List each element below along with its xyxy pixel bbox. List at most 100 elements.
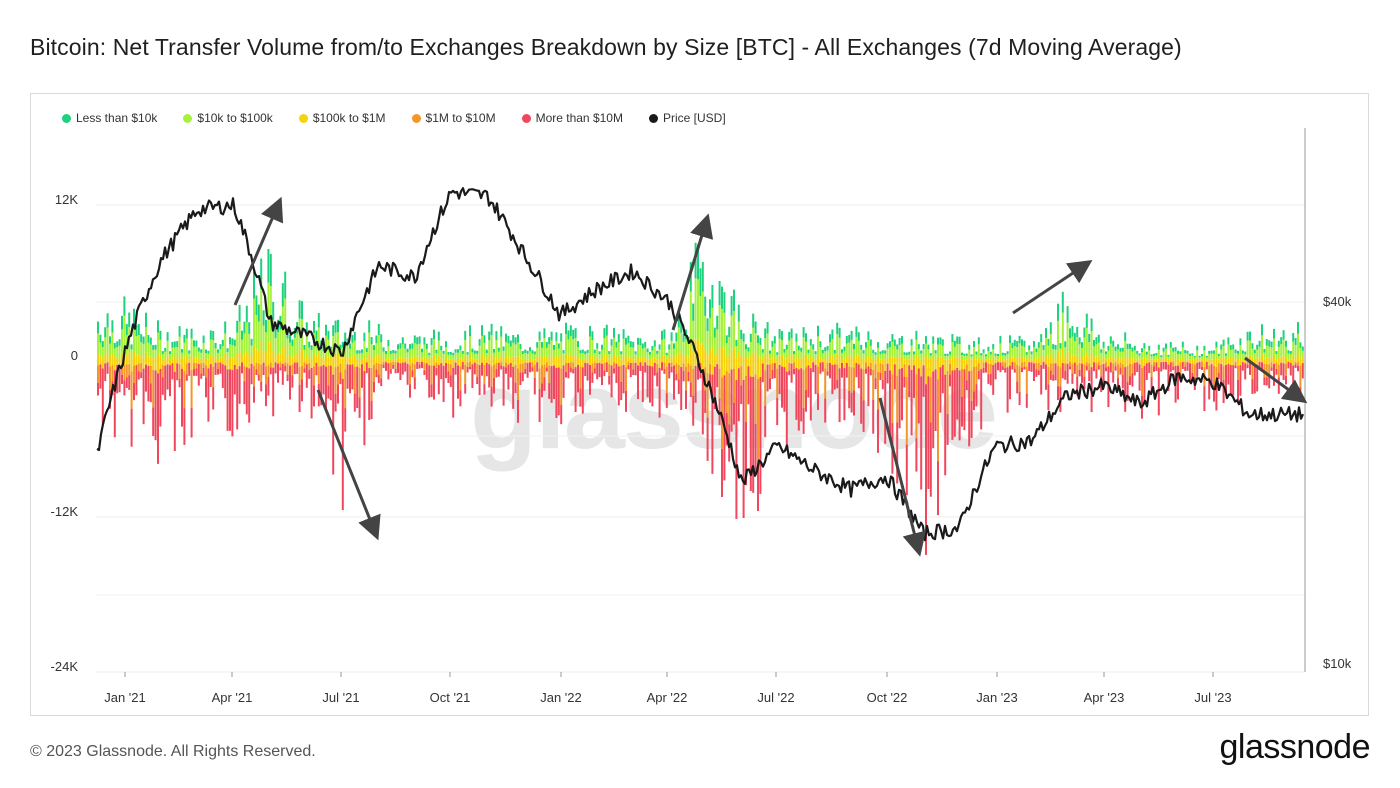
bar-pos-10k-100k <box>1073 341 1076 356</box>
bar-pos-100k-1m <box>533 359 536 361</box>
bar-pos-100k-1m <box>1119 358 1122 361</box>
bar-neg-1m-10m <box>1025 366 1028 394</box>
bar-neg-more-10m <box>457 365 459 399</box>
bar-pos-less-10k <box>949 351 951 355</box>
bar-neg-more-10m <box>245 367 248 415</box>
bar-pos-100k-1m <box>445 357 447 361</box>
bar-neg-more-10m <box>622 364 625 394</box>
bar-pos-less-10k <box>757 335 759 344</box>
bar-neg-more-10m <box>423 370 426 375</box>
bar-neg-100k-1m <box>577 361 579 365</box>
bar-neg-100k-1m <box>341 361 344 379</box>
bar-pos-less-10k <box>793 351 795 355</box>
bar-neg-more-10m <box>433 365 435 400</box>
bar-neg-more-10m <box>1069 366 1071 370</box>
bar-neg-more-10m <box>1109 362 1112 373</box>
bar-pos-10k-100k <box>874 354 877 360</box>
bar-pos-less-10k <box>1177 350 1179 354</box>
bar-pos-less-10k <box>1241 350 1244 354</box>
bar-neg-100k-1m <box>236 361 239 370</box>
bar-neg-more-10m <box>637 365 639 400</box>
bar-neg-more-10m <box>286 374 289 381</box>
bar-neg-1m-10m <box>824 368 827 399</box>
legend-item-price[interactable]: Price [USD] <box>648 111 726 125</box>
bar-neg-more-10m <box>1006 367 1009 413</box>
bar-pos-less-10k <box>788 331 791 341</box>
bar-pos-10k-100k <box>159 339 162 356</box>
bar-neg-100k-1m <box>231 361 234 371</box>
bar-pos-less-10k <box>377 323 380 336</box>
bar-neg-100k-1m <box>569 361 572 363</box>
bar-pos-10k-100k <box>274 337 277 356</box>
bar-pos-less-10k <box>433 329 435 340</box>
bar-pos-10k-100k <box>1052 349 1055 358</box>
bar-pos-less-10k <box>884 350 887 354</box>
bar-pos-less-10k <box>1246 331 1249 341</box>
bar-neg-more-10m <box>682 370 685 382</box>
bar-neg-100k-1m <box>493 361 495 365</box>
legend-item-100k-1m[interactable]: $100k to $1M <box>298 111 386 125</box>
bar-pos-10k-100k <box>483 342 486 357</box>
bar-neg-100k-1m <box>185 361 188 364</box>
bar-pos-100k-1m <box>632 357 635 361</box>
bar-neg-1m-10m <box>394 362 397 369</box>
bar-pos-100k-1m <box>1179 359 1182 361</box>
bar-pos-10k-100k <box>675 341 678 356</box>
bar-pos-10k-100k <box>641 348 644 358</box>
bar-neg-more-10m <box>308 370 311 379</box>
bar-neg-1m-10m <box>1294 361 1297 365</box>
bar-neg-more-10m <box>929 422 932 497</box>
bar-pos-less-10k <box>1153 353 1155 356</box>
bar-neg-more-10m <box>541 383 543 398</box>
bar-neg-more-10m <box>425 363 428 380</box>
bar-pos-100k-1m <box>625 356 627 361</box>
bar-pos-100k-1m <box>1028 358 1031 361</box>
bar-pos-10k-100k <box>1177 353 1179 360</box>
bar-pos-10k-100k <box>773 343 776 357</box>
bar-pos-100k-1m <box>104 354 107 361</box>
bar-neg-1m-10m <box>152 369 155 408</box>
bar-neg-1m-10m <box>905 377 908 445</box>
bar-pos-less-10k <box>908 351 911 355</box>
bar-neg-more-10m <box>1064 370 1067 380</box>
bar-neg-more-10m <box>812 362 815 373</box>
bar-pos-less-10k <box>111 320 114 333</box>
bar-pos-10k-100k <box>649 354 651 360</box>
bar-pos-10k-100k <box>423 344 426 357</box>
bar-neg-100k-1m <box>677 361 680 365</box>
bar-neg-more-10m <box>370 401 373 420</box>
bar-neg-more-10m <box>1114 366 1117 371</box>
legend-item-10k-100k[interactable]: $10k to $100k <box>183 111 273 125</box>
bar-pos-10k-100k <box>262 325 265 352</box>
bar-neg-100k-1m <box>140 361 143 364</box>
bar-neg-100k-1m <box>929 361 932 378</box>
bar-neg-more-10m <box>142 368 145 425</box>
bar-pos-10k-100k <box>886 348 889 358</box>
bar-pos-less-10k <box>776 352 779 355</box>
bar-pos-10k-100k <box>1028 350 1031 359</box>
bar-pos-less-10k <box>613 327 615 338</box>
legend-item-1m-10m[interactable]: $1M to $10M <box>411 111 496 125</box>
bar-pos-100k-1m <box>963 359 966 361</box>
bar-neg-more-10m <box>956 368 959 420</box>
bar-pos-10k-100k <box>1013 346 1016 358</box>
bar-neg-100k-1m <box>1301 361 1304 364</box>
bar-neg-100k-1m <box>1009 361 1011 366</box>
bar-pos-10k-100k <box>358 353 361 360</box>
bar-neg-1m-10m <box>949 364 951 375</box>
bar-pos-100k-1m <box>1273 355 1275 361</box>
legend-dot-icon <box>648 113 658 123</box>
bar-pos-less-10k <box>245 305 248 323</box>
bar-neg-100k-1m <box>937 361 939 380</box>
bar-neg-100k-1m <box>267 361 270 366</box>
legend-item-more-10m[interactable]: More than $10M <box>521 111 623 125</box>
bar-pos-10k-100k <box>1191 355 1194 360</box>
bar-pos-100k-1m <box>521 359 524 361</box>
bar-pos-less-10k <box>982 349 985 353</box>
legend-item-less-10k[interactable]: Less than $10k <box>62 111 157 125</box>
bar-pos-10k-100k <box>567 339 570 356</box>
bar-pos-less-10k <box>1078 337 1081 345</box>
bar-pos-less-10k <box>197 347 200 352</box>
bar-pos-100k-1m <box>433 355 435 361</box>
bar-pos-10k-100k <box>502 350 505 359</box>
